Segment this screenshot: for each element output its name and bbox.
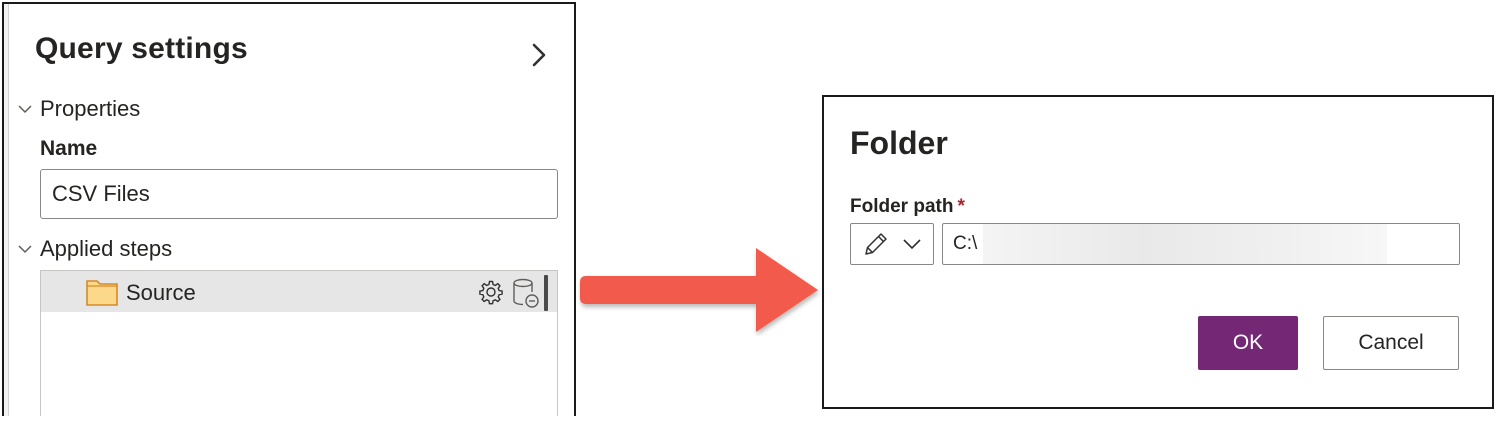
gear-icon[interactable] bbox=[478, 279, 504, 305]
path-mode-dropdown[interactable] bbox=[850, 223, 934, 265]
pencil-icon bbox=[865, 233, 887, 255]
applied-steps-header: Applied steps bbox=[40, 236, 173, 261]
chevron-down-icon bbox=[18, 245, 32, 254]
folder-icon bbox=[86, 280, 118, 306]
database-remove-icon[interactable] bbox=[511, 277, 541, 309]
applied-step-source[interactable]: Source bbox=[41, 271, 557, 312]
chevron-right-icon bbox=[532, 43, 546, 67]
panel-left-rule bbox=[4, 4, 9, 416]
chevron-down-icon bbox=[903, 239, 921, 250]
query-settings-panel: Query settings Properties Name Applied s… bbox=[2, 2, 576, 416]
folder-dialog: Folder Folder path* OK Cancel bbox=[822, 95, 1494, 409]
step-scrollbar[interactable] bbox=[544, 275, 548, 311]
redacted-path-overlay bbox=[983, 224, 1387, 264]
properties-section-toggle[interactable]: Properties bbox=[16, 96, 140, 122]
ok-button[interactable]: OK bbox=[1198, 316, 1298, 370]
flow-arrow bbox=[580, 248, 818, 332]
query-settings-title: Query settings bbox=[35, 32, 248, 65]
required-marker: * bbox=[957, 196, 965, 217]
applied-steps-section-toggle[interactable]: Applied steps bbox=[16, 236, 172, 262]
applied-steps-list: Source bbox=[40, 270, 558, 416]
folder-path-label: Folder path * bbox=[850, 196, 965, 218]
properties-header: Properties bbox=[40, 96, 141, 121]
folder-path-field[interactable] bbox=[942, 223, 1460, 265]
dialog-title: Folder bbox=[850, 125, 948, 161]
step-label: Source bbox=[126, 280, 196, 305]
collapse-panel-button[interactable] bbox=[526, 40, 552, 70]
cancel-button[interactable]: Cancel bbox=[1323, 316, 1459, 370]
folder-path-label-text: Folder path bbox=[850, 196, 954, 217]
name-label: Name bbox=[40, 137, 98, 160]
chevron-down-icon bbox=[18, 105, 32, 114]
query-name-input[interactable] bbox=[40, 169, 558, 219]
